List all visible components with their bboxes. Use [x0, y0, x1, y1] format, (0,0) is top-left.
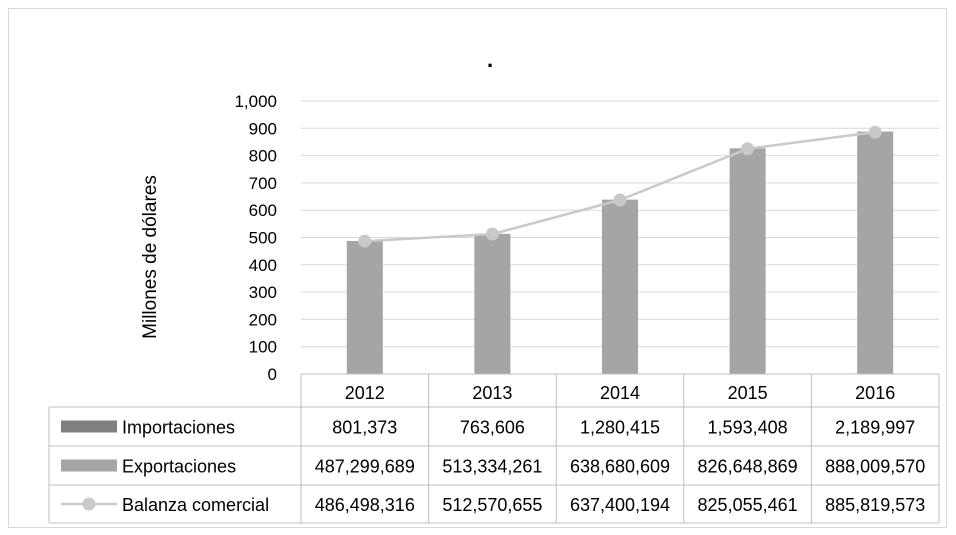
balanza-point [485, 227, 499, 241]
balanza-point [613, 193, 627, 207]
exportaciones-bar [729, 148, 766, 374]
y-tick-label: 400 [249, 256, 277, 275]
y-tick-label: 1,000 [234, 92, 277, 111]
balanza-point [358, 234, 372, 248]
y-tick-label: 500 [249, 229, 277, 248]
y-tick-label: 600 [249, 201, 277, 220]
x-tick-label: 2015 [728, 383, 768, 403]
y-tick-label: 0 [268, 365, 277, 384]
y-tick-label: 100 [249, 338, 277, 357]
balance-line [358, 125, 882, 248]
series-name: Importaciones [122, 418, 235, 438]
importaciones-legend-key [61, 420, 117, 433]
exportaciones-bar [474, 233, 511, 374]
y-tick-label: 800 [249, 147, 277, 166]
x-tick-label: 2012 [345, 383, 385, 403]
y-tick-label: 300 [249, 283, 277, 302]
exportaciones-bar [857, 131, 894, 374]
x-tick-label: 2016 [855, 383, 895, 403]
table-cell: 825,055,461 [698, 495, 798, 515]
table-cell: 885,819,573 [825, 495, 925, 515]
y-axis-label: Millones de dólares [140, 175, 161, 339]
exportaciones-bar [602, 199, 638, 374]
x-tick-label: 2014 [600, 383, 640, 403]
table-cell: 2,189,997 [835, 418, 915, 438]
table-cell: 888,009,570 [825, 457, 925, 477]
chart-title: . [487, 47, 493, 72]
y-tick-label: 700 [249, 174, 277, 193]
table-cell: 637,400,194 [570, 495, 670, 515]
table-cell: 638,680,609 [570, 457, 670, 477]
data-table: 2012 2013 2014 2015 2016 Importaciones 801,373… [48, 373, 940, 524]
balanza-point [741, 142, 755, 156]
y-axis: 0 100 200 300 400 500 600 700 800 900 1,000 [234, 92, 277, 384]
table-cell: 1,593,408 [708, 418, 788, 438]
y-tick-label: 200 [249, 310, 277, 329]
series-name: Exportaciones [122, 457, 236, 477]
series-name: Balanza comercial [122, 495, 269, 515]
chart-frame: 0 100 200 300 400 500 600 700 800 900 1,000 2012 20… [8, 8, 947, 528]
table-cell: 1,280,415 [580, 418, 660, 438]
table-cell: 487,299,689 [315, 457, 415, 477]
exportaciones-bar [346, 240, 383, 374]
table-cell: 513,334,261 [442, 457, 542, 477]
x-tick-label: 2013 [472, 383, 512, 403]
table-cell: 826,648,869 [698, 457, 798, 477]
exportaciones-legend-key [61, 459, 117, 472]
table-cell: 763,606 [460, 418, 525, 438]
balanza-legend-marker [82, 497, 96, 511]
table-cell: 512,570,655 [442, 495, 542, 515]
balanza-point [868, 125, 882, 139]
table-cell: 801,373 [332, 418, 397, 438]
bars [344, 131, 894, 374]
y-tick-label: 900 [249, 119, 277, 138]
table-cell: 486,498,316 [315, 495, 415, 515]
